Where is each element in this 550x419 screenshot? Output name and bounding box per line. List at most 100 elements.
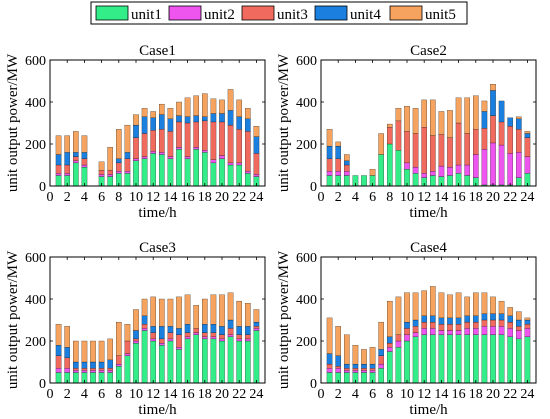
x-tick-label: 6 [98,190,105,205]
bar-unit3 [98,170,105,175]
bar-unit2 [490,326,496,335]
y-tick-label: 400 [25,96,46,111]
y-tick-label: 200 [25,138,46,153]
bar-unit5 [455,97,462,124]
bar-unit1 [236,164,242,187]
bar-unit5 [73,340,79,363]
bar-unit3 [184,332,191,337]
y-axis-label: unit output power/MW [276,250,292,389]
bar-unit4 [219,326,225,335]
x-tick-label: 14 [163,190,177,205]
bar-unit1 [481,334,488,384]
bar-unit1 [133,160,139,187]
bar-unit1 [524,336,531,384]
bar-unit2 [455,164,462,174]
bar-unit3 [378,355,384,365]
x-tick-label: 12 [417,190,431,205]
x-tick-label: 14 [434,387,448,402]
bar-unit1 [412,336,419,384]
bar-unit2 [98,370,105,373]
bar-unit5 [107,338,113,361]
bar-unit4 [236,116,242,130]
bar-unit5 [124,324,131,342]
x-tick-label: 18 [198,190,212,205]
x-tick-label: 8 [115,190,122,205]
bar-unit3 [133,137,139,159]
bar-unit3 [498,319,505,327]
bar-unit5 [202,298,208,325]
bar-unit2 [64,173,70,176]
legend-swatch-unit2 [168,5,202,21]
panel-title: Case2 [410,43,447,59]
bar-unit5 [219,99,225,114]
bar-unit4 [176,115,182,123]
bar-unit2 [176,347,182,350]
legend-label-unit5: unit5 [425,7,456,23]
bar-unit1 [438,334,445,384]
x-tick-label: 20 [486,387,500,402]
bar-unit2 [438,330,445,335]
x-tick-label: 22 [232,190,246,205]
bar-unit5 [455,292,462,319]
bar-unit3 [490,115,496,144]
bar-unit5 [133,114,139,126]
bar-unit5 [395,296,402,335]
bar-unit3 [167,131,174,157]
bar-unit1 [150,153,156,187]
bar-unit1 [344,175,350,187]
x-tick-label: 4 [81,387,88,402]
bar-unit1 [473,334,479,384]
bar-unit1 [227,336,234,384]
y-tick-label: 0 [39,180,46,195]
bar-unit1 [107,372,113,384]
bar-unit5 [464,296,470,316]
y-tick-label: 600 [296,251,317,266]
bar-unit1 [507,336,513,384]
bar-unit5 [412,108,419,134]
bar-unit4 [64,152,70,166]
bar-unit1 [387,351,393,384]
x-tick-label: 2 [64,387,71,402]
bar-unit4 [133,124,139,138]
bar-unit3 [326,363,333,369]
bar-unit3 [219,121,225,156]
bar-unit4 [167,118,174,132]
bar-unit4 [133,330,139,340]
bar-unit5 [184,97,191,117]
bar-unit1 [498,334,505,384]
bar-unit1 [516,338,522,384]
bar-unit3 [455,122,462,166]
bar-unit4 [150,117,156,131]
bar-unit4 [210,324,217,333]
bar-unit2 [524,156,531,174]
bar-unit4 [193,115,199,123]
bar-unit3 [236,334,242,340]
bar-unit1 [210,162,217,187]
bar-unit2 [481,149,488,186]
x-tick-label: 0 [318,190,325,205]
bar-unit2 [167,156,174,159]
bar-unit5 [378,133,384,155]
bar-unit3 [464,133,470,166]
bar-unit4 [202,324,208,333]
bar-unit5 [159,103,165,115]
bar-unit5 [141,298,148,316]
x-tick-label: 14 [434,190,448,205]
bar-unit2 [64,368,70,373]
bar-unit1 [253,330,260,384]
bar-unit1 [124,173,131,187]
bar-unit2 [412,166,419,174]
bar-unit1 [326,175,333,187]
bar-unit2 [490,142,496,186]
bar-unit5 [335,326,341,356]
x-tick-label: 16 [181,190,195,205]
bar-unit3 [107,368,113,371]
bar-unit5 [176,296,182,329]
bar-unit3 [64,164,70,174]
x-axis-label: time/h [409,402,448,418]
bar-unit1 [447,334,453,384]
bar-unit4 [498,313,505,321]
x-tick-label: 18 [198,387,212,402]
bar-unit1 [184,158,191,187]
